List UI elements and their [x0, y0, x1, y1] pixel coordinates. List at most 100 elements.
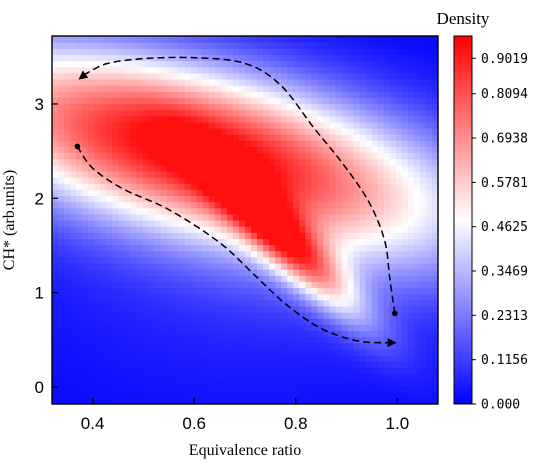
- heatmap-cell: [347, 78, 355, 86]
- heatmap-cell: [88, 244, 95, 252]
- heatmap-cell: [419, 78, 427, 86]
- heatmap-cell: [413, 330, 421, 338]
- heatmap-cell: [263, 336, 270, 344]
- heatmap-cell: [317, 60, 325, 68]
- heatmap-cell: [413, 391, 421, 399]
- heatmap-cell: [275, 287, 282, 295]
- heatmap-cell: [395, 170, 403, 178]
- heatmap-cell: [196, 60, 204, 68]
- heatmap-cell: [317, 250, 325, 258]
- heatmap-cell: [413, 54, 421, 62]
- heatmap-cell: [238, 238, 246, 246]
- heatmap-cell: [208, 220, 216, 227]
- heatmap-cell: [118, 195, 125, 203]
- heatmap-cell: [371, 146, 379, 154]
- heatmap-cell: [251, 232, 258, 239]
- heatmap-cell: [94, 232, 101, 239]
- heatmap-cell: [401, 66, 409, 74]
- heatmap-cell: [142, 170, 150, 178]
- heatmap-cell: [76, 379, 83, 387]
- heatmap-cell: [299, 299, 306, 307]
- heatmap-cell: [232, 146, 240, 154]
- heatmap-cell: [401, 158, 409, 166]
- heatmap-cell: [58, 60, 65, 68]
- trajectory-upper-start-dot: [392, 310, 398, 317]
- heatmap-cell: [106, 195, 113, 203]
- heatmap-cell: [64, 305, 71, 313]
- heatmap-cell: [305, 140, 312, 147]
- heatmap-cell: [335, 54, 343, 62]
- heatmap-cell: [70, 342, 77, 350]
- heatmap-cell: [425, 299, 433, 307]
- heatmap-cell: [341, 72, 349, 80]
- heatmap-cell: [52, 48, 59, 55]
- heatmap-cell: [172, 262, 180, 270]
- heatmap-cell: [130, 195, 138, 203]
- heatmap-cell: [136, 250, 144, 258]
- heatmap-cell: [70, 281, 77, 289]
- heatmap-cell: [317, 232, 325, 239]
- heatmap-cell: [118, 324, 125, 331]
- heatmap-cell: [166, 293, 174, 301]
- heatmap-cell: [425, 361, 433, 368]
- heatmap-cell: [353, 269, 361, 276]
- heatmap-cell: [136, 379, 144, 387]
- heatmap-cell: [184, 115, 192, 123]
- heatmap-cell: [76, 201, 83, 209]
- heatmap-cell: [311, 103, 318, 111]
- heatmap-cell: [395, 367, 403, 374]
- heatmap-cell: [184, 336, 192, 344]
- heatmap-cell: [419, 391, 427, 399]
- heatmap-cell: [263, 60, 270, 68]
- heatmap-cell: [190, 158, 198, 166]
- heatmap-cell: [94, 269, 101, 276]
- heatmap-cell: [178, 36, 186, 43]
- heatmap-cell: [245, 305, 252, 313]
- heatmap-cell: [269, 85, 276, 92]
- heatmap-cell: [124, 78, 132, 86]
- heatmap-cell: [353, 275, 361, 282]
- heatmap-cell: [269, 354, 276, 362]
- heatmap-cell: [425, 373, 433, 381]
- heatmap-cell: [100, 324, 107, 331]
- heatmap-cell: [142, 134, 150, 141]
- heatmap-cell: [401, 287, 409, 295]
- heatmap-cell: [353, 324, 361, 331]
- heatmap-cell: [142, 262, 150, 270]
- heatmap-cell: [82, 42, 89, 49]
- heatmap-cell: [94, 250, 101, 258]
- heatmap-cell: [395, 385, 403, 393]
- heatmap-cell: [401, 238, 409, 246]
- heatmap-cell: [419, 121, 427, 129]
- heatmap-cell: [407, 281, 415, 289]
- heatmap-cell: [365, 164, 373, 172]
- heatmap-cell: [269, 97, 276, 105]
- heatmap-cell: [287, 85, 294, 92]
- heatmap-cell: [124, 262, 132, 270]
- heatmap-cell: [100, 213, 107, 221]
- heatmap-cell: [172, 66, 180, 74]
- heatmap-cell: [413, 48, 421, 55]
- heatmap-cell: [323, 213, 331, 221]
- heatmap-cell: [299, 152, 306, 160]
- heatmap-cell: [275, 85, 282, 92]
- heatmap-cell: [64, 324, 71, 331]
- heatmap-cell: [329, 158, 337, 166]
- heatmap-cell: [425, 164, 433, 172]
- heatmap-cell: [317, 109, 325, 117]
- heatmap-cell: [160, 36, 168, 43]
- heatmap-cell: [335, 250, 343, 258]
- heatmap-cell: [166, 85, 174, 92]
- heatmap-cell: [226, 330, 234, 338]
- heatmap-cell: [359, 213, 367, 221]
- heatmap-cell: [184, 189, 192, 197]
- heatmap-cell: [100, 36, 107, 43]
- heatmap-cell: [257, 348, 264, 356]
- heatmap-cell: [160, 232, 168, 239]
- heatmap-cell: [52, 54, 59, 62]
- heatmap-cell: [136, 220, 144, 227]
- heatmap-cell: [100, 66, 107, 74]
- heatmap-cell: [124, 354, 132, 362]
- heatmap-cell: [106, 354, 113, 362]
